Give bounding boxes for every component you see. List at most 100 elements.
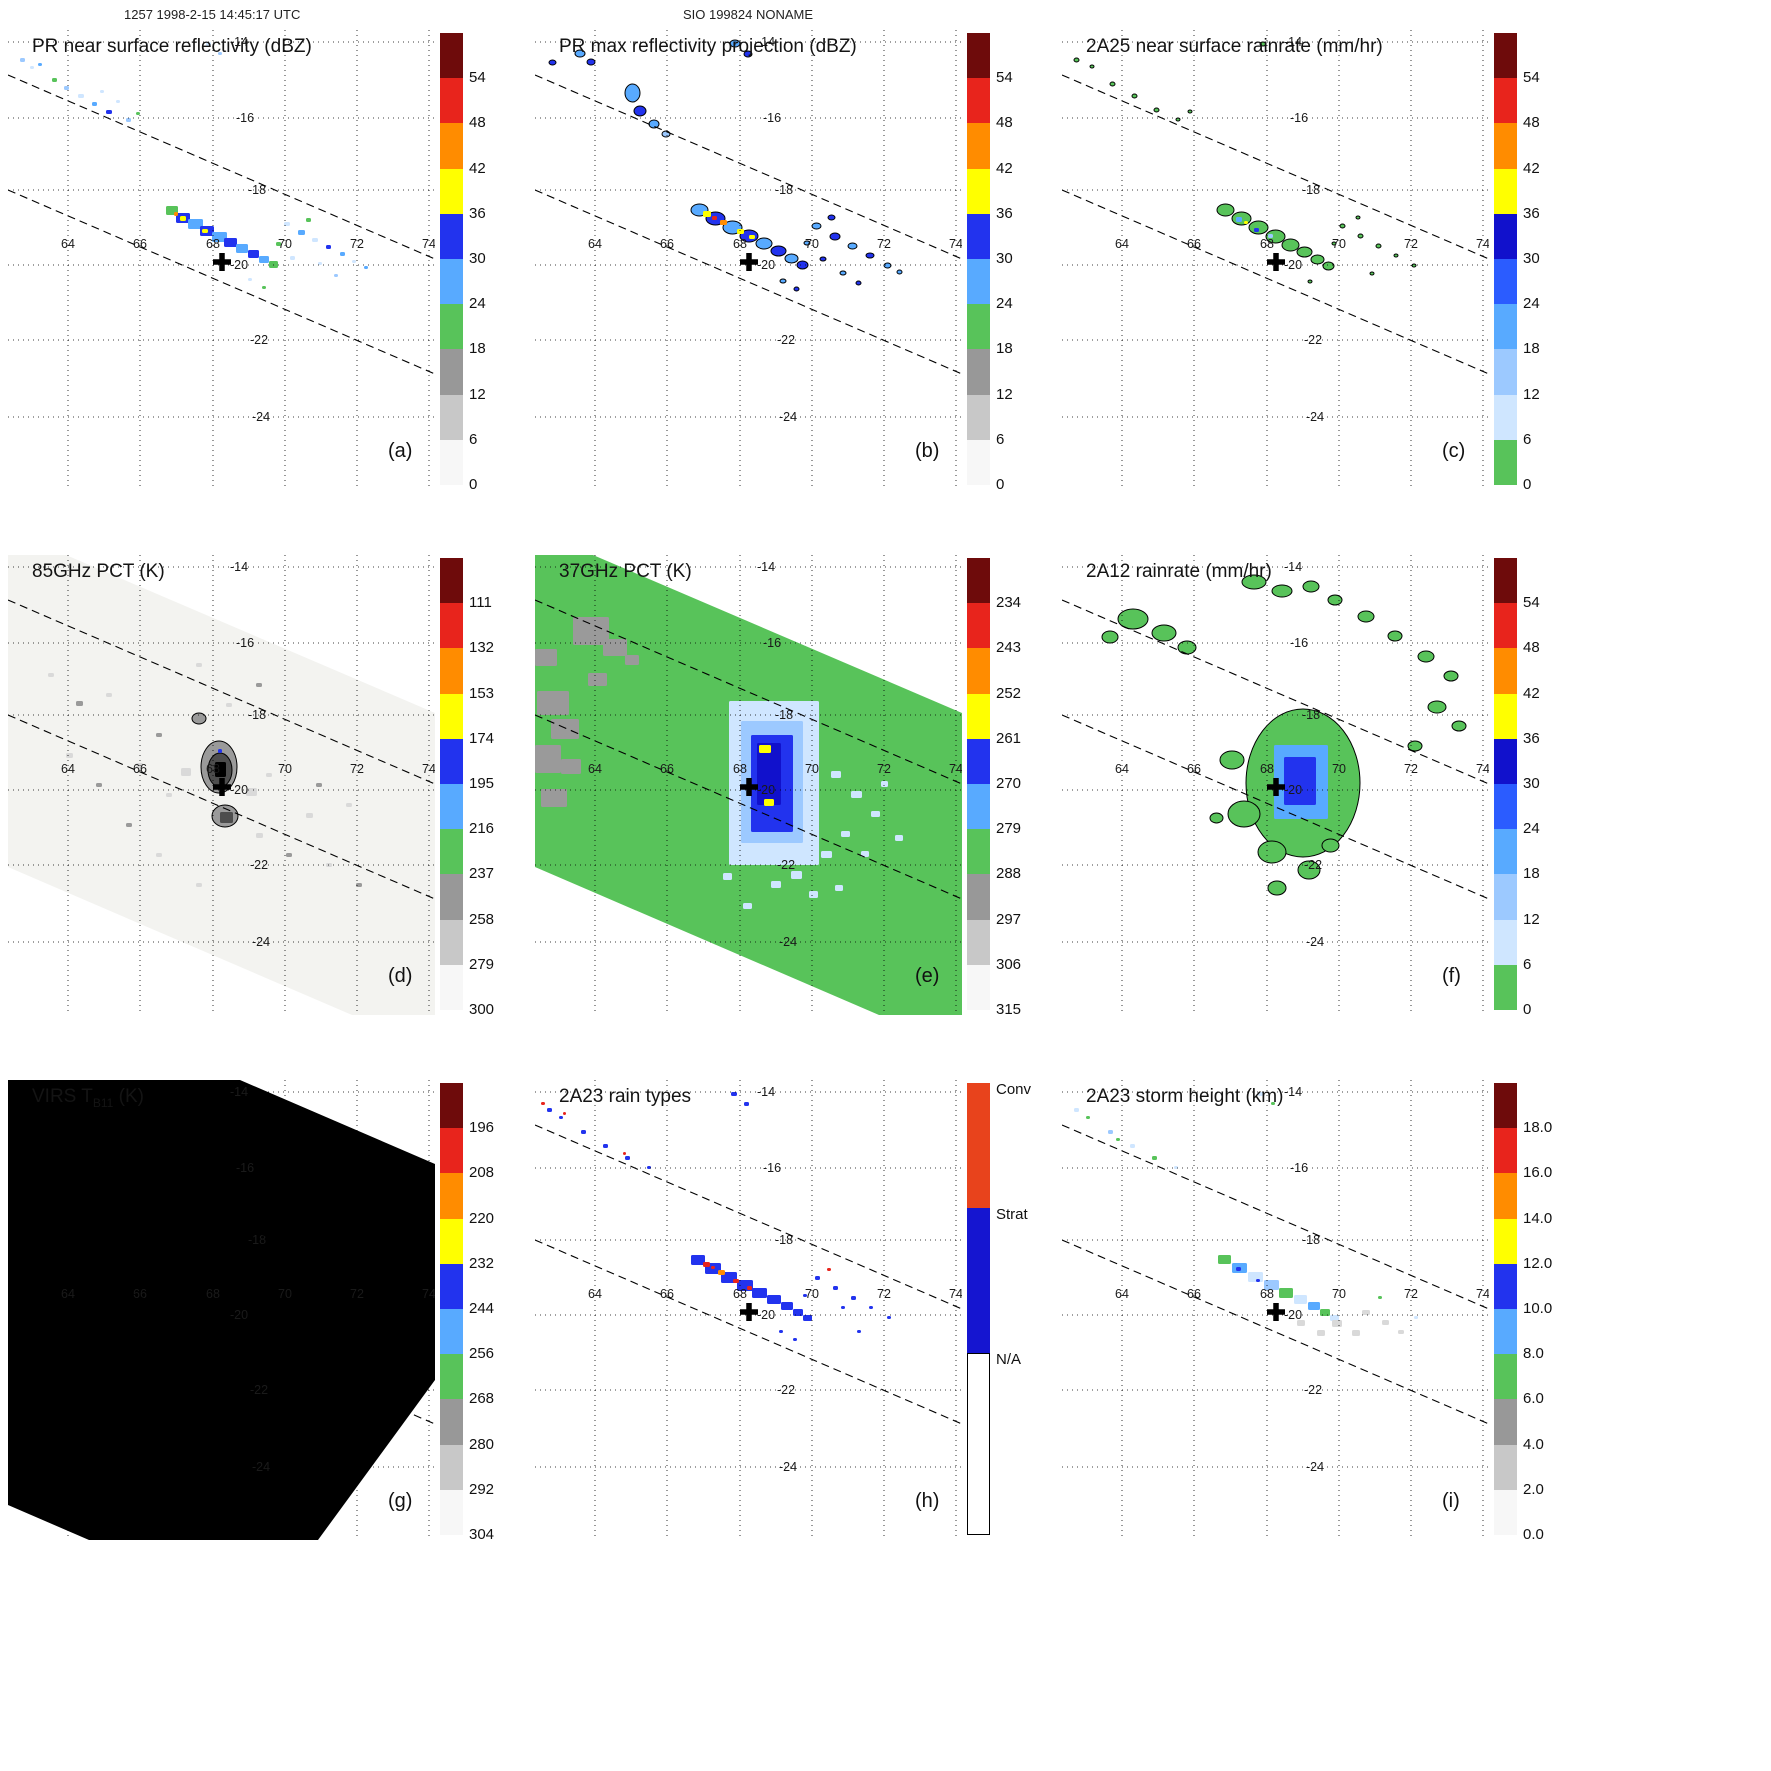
map-i: 64 66 68 70 72 74 -14 -16 -18 -20 -22 -24 (i) [1062,1080,1489,1540]
colorbar-seg [440,304,463,350]
precip-cell [1339,223,1346,229]
precip-cell [1259,41,1267,47]
panel-letter-i: (i) [1442,1490,1460,1512]
colorbar-tick: 48 [996,114,1013,132]
colorbar-tick: 42 [1523,684,1540,702]
panel-title-i: 2A23 storm height (km) [1086,1086,1284,1107]
colorbar-seg [440,784,463,830]
lon-label: 66 [1187,237,1201,251]
precip-cell [1236,217,1242,222]
precip-cell [76,701,83,706]
precip-cell [1187,109,1193,114]
precip-cell [547,1108,552,1112]
colorbar-seg [1494,213,1517,260]
colorbar-tick: 297 [996,910,1022,928]
precip-cell [1369,271,1375,276]
precip-cell [829,232,841,241]
precip-cell [633,105,647,117]
precip-cell [269,261,278,268]
precip-cell [318,262,322,265]
precip-cell [180,216,186,221]
colorbar-tick: 261 [996,729,1022,747]
storm-center-cross-icon [740,1303,758,1321]
precip-cell [887,1316,891,1319]
colorbar-seg [440,1399,463,1446]
panel-b: 64 66 68 70 72 74 -14 -16 -18 -20 -22 -24 (b) PR max … [535,30,1054,522]
lon-label: 70 [1332,237,1346,251]
lat-label: -22 [250,1383,268,1397]
colorbar-tick: 234 [996,594,1022,612]
colorbar-seg [1494,349,1517,396]
precip-cell [38,63,42,66]
map-d: 64 66 68 70 72 74 -14 -16 -18 -20 -22 -24 (d) [8,555,435,1015]
precip-cell [755,237,773,250]
lon-label: 74 [1476,1287,1489,1301]
precip-cell [574,49,586,58]
precip-cell [1248,1272,1263,1282]
precip-cell [1443,670,1459,682]
precip-cell [256,683,262,687]
colorbar-tick: 18 [1523,340,1540,358]
precip-cell [881,781,888,787]
lat-label: -16 [763,111,781,125]
colorbar-tick: 42 [469,159,486,177]
precip-cell [603,1144,608,1148]
lat-label: -16 [763,1161,781,1175]
lat-label: -16 [1290,636,1308,650]
lon-label: 70 [278,1287,292,1301]
precip-cell [815,1276,820,1280]
precip-cell [573,617,609,645]
colorbar-bar-b [967,33,990,486]
map-b: 64 66 68 70 72 74 -14 -16 -18 -20 -22 -24 (b) [535,30,962,490]
precip-cell [1219,750,1245,770]
lat-label: -24 [1306,935,1324,949]
lat-label: -20 [1284,258,1302,272]
colorbar-h: Conv Strat N/A [967,1081,1053,1557]
lat-label: -22 [777,333,795,347]
precip-cell [841,831,850,837]
precip-cell [1279,1288,1293,1298]
colorbar-seg [967,349,990,396]
precip-cell [1267,880,1287,896]
colorbar-seg [1494,1309,1517,1355]
lon-label: 72 [877,237,891,251]
precip-cell [847,242,858,250]
precip-cell [1248,220,1269,235]
colorbar-g: 196 208 220 232 244 256 268 280 292 304 [440,1083,526,1557]
colorbar-bar-a [440,33,463,486]
lat-label: -14 [230,1085,248,1099]
lon-label: 72 [350,237,364,251]
colorbar-seg [1494,784,1517,830]
colorbar-e: 234 243 252 261 270 279 288 297 306 315 [967,558,1053,1032]
precip-cell [581,1130,586,1134]
lon-label: 68 [733,237,747,251]
colorbar-tick: 304 [469,1526,495,1543]
precip-cell [156,733,162,737]
colorbar-seg [440,123,463,170]
precip-cell [1151,624,1177,642]
precip-cell [1310,254,1325,265]
precip-cell [1382,1320,1389,1325]
precip-cell [1332,1320,1342,1327]
precip-cell [196,663,202,667]
colorbar-tick: 111 [469,594,492,612]
precip-cell [771,881,781,888]
lat-label: -14 [1284,35,1302,49]
lat-label: -24 [1306,1460,1324,1474]
precip-cell [276,242,281,246]
colorbar-tick: 36 [469,204,486,222]
precip-cell [1427,700,1447,714]
precip-cell [1302,580,1320,593]
precip-cell [1130,1144,1135,1148]
lon-label: 68 [206,237,220,251]
precip-cell [855,280,862,286]
precip-cell [749,235,755,239]
colorbar-label-N/A: N/A [996,1351,1022,1368]
colorbar-tick: 153 [469,684,495,702]
colorbar-seg [967,439,990,486]
colorbar-seg [1494,1263,1517,1310]
colorbar-seg [967,259,990,305]
lat-label: -16 [236,636,254,650]
precip-cell [106,693,112,697]
colorbar-seg [1494,1218,1517,1265]
